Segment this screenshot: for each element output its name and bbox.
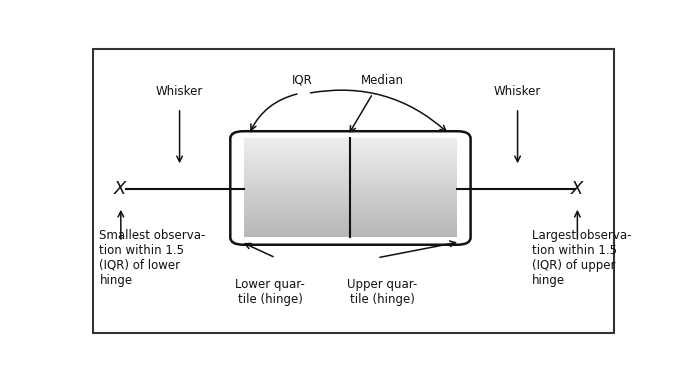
Bar [244,173,457,175]
Bar [244,138,457,140]
Bar [244,185,457,186]
Text: Median: Median [361,74,404,87]
Text: $X$: $X$ [570,180,585,198]
Text: Largest observa-
tion within 1.5
(IQR) of upper
hinge: Largest observa- tion within 1.5 (IQR) o… [532,229,632,287]
Bar [244,228,457,229]
Bar [244,232,457,234]
Bar [244,147,457,149]
Bar [244,188,457,190]
Bar [244,209,457,211]
Text: Lower quar-
tile (hinge): Lower quar- tile (hinge) [236,278,305,306]
Bar [244,218,457,219]
Bar [244,150,457,152]
Bar [244,163,457,165]
Bar [244,219,457,221]
Bar [244,170,457,172]
Bar [244,149,457,150]
Bar [244,193,457,195]
Bar [244,190,457,191]
Bar [244,224,457,226]
Bar [244,156,457,158]
Bar [244,140,457,142]
Bar [244,186,457,188]
Text: Smallest observa-
tion within 1.5
(IQR) of lower
hinge: Smallest observa- tion within 1.5 (IQR) … [99,229,206,287]
Bar [244,206,457,208]
Bar [244,183,457,185]
Bar [244,158,457,160]
Bar [244,172,457,173]
Bar [244,216,457,218]
Bar [244,181,457,183]
Bar [244,160,457,161]
Text: Whisker: Whisker [494,85,542,98]
Bar [244,161,457,163]
Bar [244,231,457,232]
Bar [244,145,457,147]
Bar [244,180,457,181]
Bar [244,167,457,168]
Bar [244,178,457,180]
Bar [244,226,457,228]
Bar [244,214,457,216]
Bar [244,198,457,200]
Bar [244,200,457,201]
Bar [244,211,457,213]
Bar [244,195,457,196]
Bar [244,168,457,170]
Bar [244,196,457,198]
Text: IQR: IQR [292,74,313,87]
Bar [244,221,457,223]
Bar [244,213,457,214]
Bar [244,153,457,155]
Bar [244,175,457,177]
Bar [244,143,457,145]
Bar [244,177,457,178]
Bar [244,236,457,237]
Bar [244,201,457,203]
Bar [244,191,457,193]
Bar [244,155,457,156]
Bar [244,229,457,231]
Text: Whisker: Whisker [156,85,203,98]
Bar [244,234,457,236]
Bar [244,142,457,143]
Text: $X$: $X$ [113,180,129,198]
Text: Upper quar-
tile (hinge): Upper quar- tile (hinge) [347,278,418,306]
Bar [244,208,457,209]
Bar [244,165,457,167]
Bar [244,223,457,224]
Bar [244,203,457,204]
Bar [244,152,457,153]
Bar [244,204,457,206]
